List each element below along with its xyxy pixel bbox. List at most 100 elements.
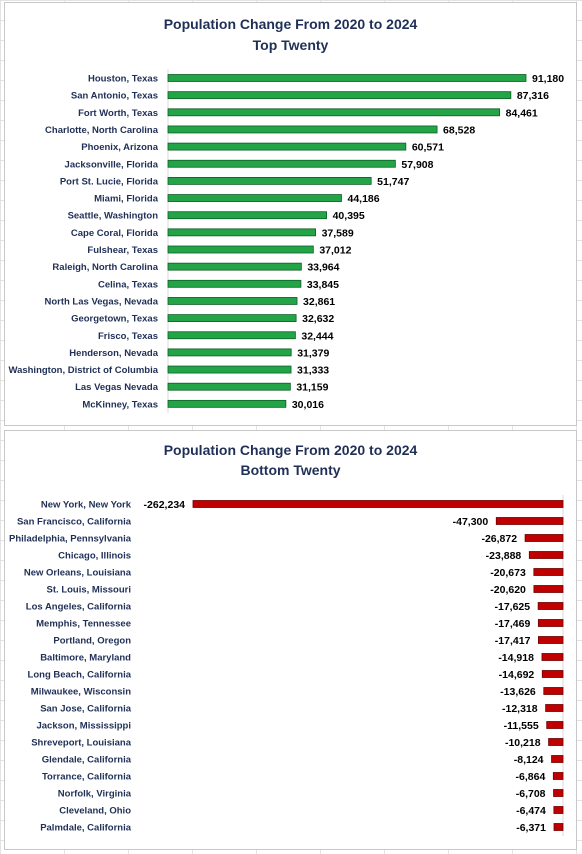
data-label: -11,555	[504, 720, 539, 732]
bar-group: Baltimore, Maryland -14,918	[40, 652, 564, 664]
category-label: Portland, Oregon	[53, 636, 131, 647]
data-label: 51,747	[377, 176, 409, 188]
bar	[167, 314, 297, 323]
bar-group: Torrance, California -6,864	[42, 771, 564, 783]
category-label: New Orleans, Louisiana	[24, 568, 132, 579]
category-label: Milwaukee, Wisconsin	[31, 687, 131, 698]
bar-group: Philadelphia, Pennsylvania -26,872	[9, 533, 564, 545]
bar-group: San Antonio, Texas 87,316	[71, 90, 549, 102]
data-label: -23,888	[486, 550, 522, 562]
top-twenty-chart-panel: Population Change From 2020 to 2024 Top …	[4, 2, 577, 426]
bar	[553, 789, 564, 797]
bar-group: New Orleans, Louisiana -20,673	[24, 567, 564, 579]
bar	[541, 653, 564, 661]
bar-group: Frisco, Texas 32,444	[98, 330, 334, 342]
bar	[167, 262, 302, 271]
category-label: Chicago, Illinois	[58, 551, 131, 562]
bar	[543, 687, 564, 695]
bar	[545, 704, 564, 712]
bar	[533, 585, 564, 593]
category-label: Raleigh, North Carolina	[52, 262, 158, 273]
category-label: Charlotte, North Carolina	[45, 125, 159, 136]
data-label: 32,444	[301, 330, 333, 342]
bar	[167, 228, 316, 237]
bar	[167, 211, 328, 220]
bar	[167, 159, 396, 168]
bar-group: St. Louis, Missouri -20,620	[47, 584, 564, 596]
data-label: -10,218	[505, 737, 541, 749]
category-label: McKinney, Texas	[82, 399, 158, 410]
data-label: -262,234	[144, 499, 186, 511]
category-label: Torrance, California	[42, 772, 132, 783]
bar-group: New York, New York -262,234	[41, 499, 564, 511]
data-label: -6,371	[516, 822, 546, 834]
category-label: Miami, Florida	[94, 194, 159, 205]
bar-group: Charlotte, North Carolina 68,528	[45, 124, 475, 136]
bar-group: North Las Vegas, Nevada 32,861	[44, 296, 335, 308]
data-label: 44,186	[347, 193, 379, 205]
category-label: Glendale, California	[42, 755, 132, 766]
category-label: North Las Vegas, Nevada	[44, 296, 158, 307]
data-label: -8,124	[514, 754, 544, 766]
bar-group: Jackson, Mississippi -11,555	[36, 720, 564, 732]
bar-group: Memphis, Tennessee -17,469	[36, 618, 564, 630]
bar-group: Cleveland, Ohio -6,474	[59, 805, 564, 817]
bar-group: Raleigh, North Carolina 33,964	[52, 262, 339, 274]
data-label: -6,864	[516, 771, 546, 783]
bar-group: Portland, Oregon -17,417	[53, 635, 564, 647]
category-label: Jackson, Mississippi	[36, 721, 131, 732]
bar	[167, 382, 291, 391]
data-label: -17,417	[495, 635, 531, 647]
bar-group: San Francisco, California -47,300	[17, 516, 564, 528]
bar	[167, 399, 287, 408]
data-label: -20,620	[490, 584, 526, 596]
category-label: Las Vegas Nevada	[75, 382, 159, 393]
data-label: 32,632	[302, 313, 334, 325]
data-label: 84,461	[506, 107, 538, 119]
data-label: 33,964	[307, 262, 339, 274]
data-label: 30,016	[292, 399, 324, 411]
chart-title: Population Change From 2020 to 2024	[163, 16, 418, 32]
category-label: Jacksonville, Florida	[65, 159, 159, 170]
category-label: Celina, Texas	[98, 279, 158, 290]
bar	[167, 331, 296, 340]
category-label: Georgetown, Texas	[71, 314, 158, 325]
bar	[167, 365, 292, 374]
category-label: Shreveport, Louisiana	[31, 738, 131, 749]
bar	[167, 74, 527, 82]
bar	[537, 602, 564, 610]
data-label: -47,300	[453, 516, 489, 528]
data-label: 37,589	[322, 227, 354, 239]
category-label: Long Beach, California	[28, 670, 132, 681]
data-label: -12,318	[502, 703, 538, 715]
bar-group: Celina, Texas 33,845	[98, 279, 339, 291]
bar-group: Milwaukee, Wisconsin -13,626	[31, 686, 564, 698]
category-label: San Antonio, Texas	[71, 91, 158, 102]
category-label: Seattle, Washington	[68, 211, 159, 222]
bottom-twenty-bar-chart: New York, New York -262,234 San Francisco,…	[9, 495, 564, 836]
bar	[528, 551, 564, 559]
category-label: Houston, Texas	[88, 74, 158, 85]
bar-group: Fulshear, Texas 37,012	[87, 245, 351, 257]
chart-subtitle: Top Twenty	[252, 37, 329, 53]
data-label: -17,469	[495, 618, 531, 630]
bar-group: Port St. Lucie, Florida 51,747	[60, 176, 410, 188]
bar-group: Las Vegas Nevada 31,159	[75, 382, 329, 394]
bar	[553, 806, 564, 814]
bar-group: Norfolk, Virginia -6,708	[58, 788, 564, 800]
bar	[537, 619, 564, 627]
category-label: Palmdale, California	[40, 823, 132, 834]
bar	[551, 755, 564, 763]
bar	[548, 738, 564, 746]
data-label: 60,571	[412, 142, 444, 154]
bar	[167, 245, 314, 254]
bar	[167, 297, 298, 305]
category-label: Cleveland, Ohio	[59, 806, 131, 817]
bar	[533, 568, 564, 576]
category-label: San Jose, California	[40, 704, 132, 715]
category-label: Philadelphia, Pennsylvania	[9, 534, 132, 545]
category-label: Phoenix, Arizona	[81, 142, 158, 153]
bar-group: Cape Coral, Florida 37,589	[71, 227, 354, 239]
bottom-twenty-chart-panel: Population Change From 2020 to 2024 Bott…	[4, 430, 577, 850]
bar	[167, 348, 292, 357]
